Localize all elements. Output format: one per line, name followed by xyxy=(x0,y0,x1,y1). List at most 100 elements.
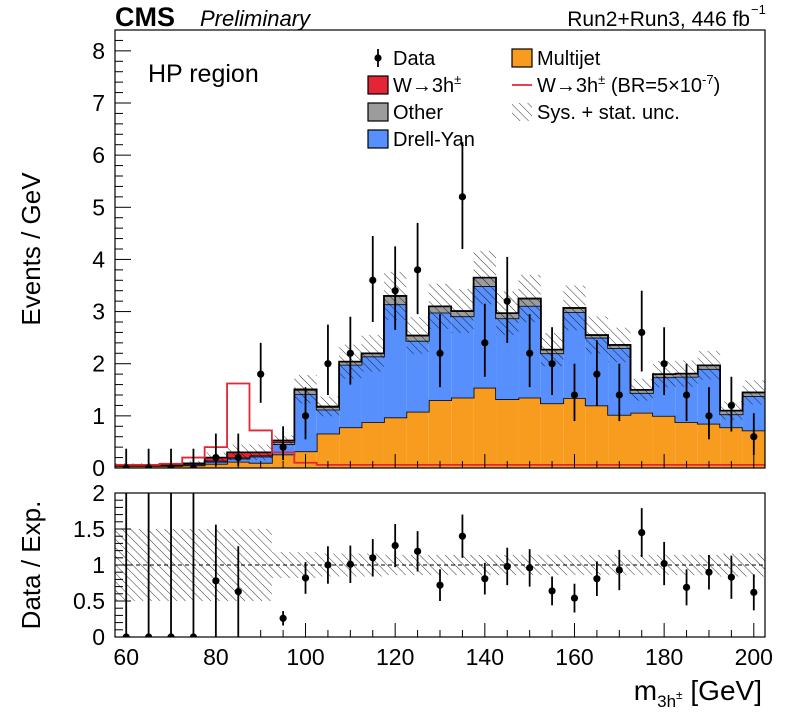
ratio-unc-band-6 xyxy=(249,529,272,601)
ratio-point-18 xyxy=(548,587,556,595)
data-point-20 xyxy=(570,391,579,399)
x-tick-label-160: 160 xyxy=(555,644,593,670)
stack-bar-drell-yan-12 xyxy=(383,304,407,418)
unc-band-11 xyxy=(361,334,384,372)
data-point-15 xyxy=(458,193,467,201)
ratio-point-9 xyxy=(346,560,354,568)
data-point-7 xyxy=(279,443,287,451)
unc-band-9 xyxy=(316,396,340,417)
data-point-16 xyxy=(481,339,489,347)
main-panel: 0 1 2 3 4 5 6 7 8 HP region Events / GeV Data Mul… xyxy=(16,29,766,481)
x-tick-label-80: 80 xyxy=(203,644,229,670)
data-point-13 xyxy=(413,266,422,274)
unc-band-28 xyxy=(742,380,765,405)
stack-bar-drell-yan-11 xyxy=(361,356,384,423)
legend-fill-6-swatch xyxy=(367,129,389,149)
x-tick-label-100: 100 xyxy=(286,644,324,670)
stack-bar-multijet-17 xyxy=(496,399,519,468)
legend-label-0: Data xyxy=(393,48,436,70)
x-axis-label-subsup: ± xyxy=(676,688,683,702)
legend-fill-1-swatch xyxy=(511,48,533,68)
ratio-panel: 0 0.5 1 1.5 2 60 80 100 120 140 160 180 200 Data / E… xyxy=(16,480,773,711)
ratio-y-tick-label-1: 0.5 xyxy=(73,588,105,614)
unc-band-15 xyxy=(451,289,474,334)
stack-bar-multijet-13 xyxy=(406,411,429,468)
stack-bar-multijet-16 xyxy=(473,387,497,468)
unc-band-26 xyxy=(697,350,721,380)
legend-label-text: Sys. + stat. unc. xyxy=(537,102,680,124)
stack-bar-multijet-12 xyxy=(383,417,407,468)
experiment-label: CMS xyxy=(115,2,175,32)
ratio-y-axis-label: Data / Exp. xyxy=(16,501,46,630)
stack-bar-multijet-27 xyxy=(720,427,743,468)
legend-label-tail: (BR=5×10 xyxy=(605,75,702,97)
unc-band-13 xyxy=(406,317,429,355)
x-axis-label: m3h± [GeV] xyxy=(634,675,762,711)
legend-label-3: W→3h± (BR=5×10-7) xyxy=(537,72,720,97)
legend-label-2: W→3h± xyxy=(393,72,461,97)
data-point-9 xyxy=(324,360,332,368)
stack-bar-multijet-21 xyxy=(585,405,609,468)
data-point-22 xyxy=(615,391,623,399)
data-point-19 xyxy=(548,360,556,368)
stack-bar-multijet-18 xyxy=(518,397,541,468)
legend-label-text: Drell-Yan xyxy=(393,129,475,151)
stack-bar-multijet-14 xyxy=(428,400,452,468)
data-point-17 xyxy=(503,297,511,305)
x-tick-label-120: 120 xyxy=(376,644,414,670)
ratio-y-tick-label-3: 1.5 xyxy=(73,516,105,542)
ratio-point-10 xyxy=(369,554,377,562)
data-point-28 xyxy=(750,433,758,441)
ratio-point-21 xyxy=(615,566,623,574)
data-point-10 xyxy=(346,349,354,357)
unc-band-21 xyxy=(585,316,609,354)
ratio-y-tick-label-0: 0 xyxy=(92,624,105,650)
unc-band-20 xyxy=(563,285,586,331)
unc-band-6 xyxy=(249,444,272,461)
legend-label-text: Multijet xyxy=(537,48,601,70)
ratio-point-13 xyxy=(436,581,444,589)
legend-label-4: Other xyxy=(393,102,443,124)
ratio-point-19 xyxy=(570,594,579,602)
data-point-11 xyxy=(369,276,377,284)
stack-bar-multijet-26 xyxy=(697,423,721,468)
stack-bar-multijet-25 xyxy=(675,422,698,468)
legend-label-tail-sup: -7 xyxy=(702,72,714,87)
legend-label-text: W→3h xyxy=(393,75,454,97)
y-tick-label-1: 1 xyxy=(92,403,105,429)
legend-hatch-5-swatch xyxy=(512,103,532,121)
legend-label-tail-end: ) xyxy=(714,75,721,97)
y-tick-label-3: 3 xyxy=(92,299,105,325)
stack-bar-drell-yan-15 xyxy=(451,316,474,398)
data-point-5 xyxy=(234,453,242,462)
ratio-point-12 xyxy=(413,547,422,555)
stack-bar-multijet-23 xyxy=(630,412,653,468)
y-axis-label: Events / GeV xyxy=(16,172,46,326)
stack-bar-multijet-20 xyxy=(563,398,586,468)
data-point-25 xyxy=(682,391,691,399)
ratio-point-23 xyxy=(660,559,668,568)
y-tick-label-0: 0 xyxy=(92,455,105,481)
ratio-unc-band-20 xyxy=(563,554,586,576)
legend-label-sup: ± xyxy=(598,72,605,87)
legend-label-text: Data xyxy=(393,48,436,70)
x-tick-label-140: 140 xyxy=(466,644,504,670)
stack-bar-multijet-22 xyxy=(608,414,631,468)
ratio-point-24 xyxy=(682,583,691,591)
ratio-y-tick-label-4: 2 xyxy=(92,480,105,506)
data-point-24 xyxy=(660,360,668,368)
lumi-label: Run2+Run3, 446 fb xyxy=(567,8,750,31)
legend-label-6: Drell-Yan xyxy=(393,129,475,151)
unc-band-23 xyxy=(630,378,653,401)
legend-fill-4-swatch xyxy=(367,102,389,122)
ratio-point-8 xyxy=(324,561,332,569)
data-point-8 xyxy=(301,412,310,420)
stack-bar-multijet-11 xyxy=(361,422,384,468)
legend-label-text: Other xyxy=(393,102,443,124)
y-tick-label-5: 5 xyxy=(92,194,105,220)
legend-point-0-marker xyxy=(374,54,382,62)
unc-band-14 xyxy=(428,283,452,329)
ratio-point-6 xyxy=(279,614,287,622)
